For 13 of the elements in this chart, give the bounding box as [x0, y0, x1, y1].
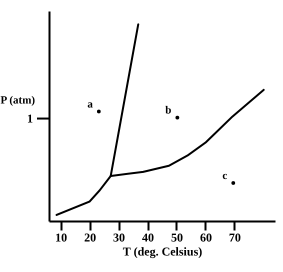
x-tick-label: 40 — [142, 230, 154, 244]
annotation: b — [165, 104, 172, 117]
x-tick-label: 10 — [55, 230, 68, 244]
ref-line-label: 1 — [27, 112, 33, 126]
x-tick-label: 20 — [84, 230, 96, 244]
x-tick-label: 30 — [113, 230, 126, 244]
x-tick-label: 60 — [200, 230, 212, 244]
x-tick-label: 70 — [228, 230, 241, 244]
x-tick-label: 50 — [170, 230, 183, 244]
annotation: a — [87, 98, 94, 110]
x-axis-title: T (deg. Celsius) — [122, 244, 202, 258]
y-axis-title: P (atm) — [0, 94, 36, 106]
annotation: c — [222, 170, 228, 182]
